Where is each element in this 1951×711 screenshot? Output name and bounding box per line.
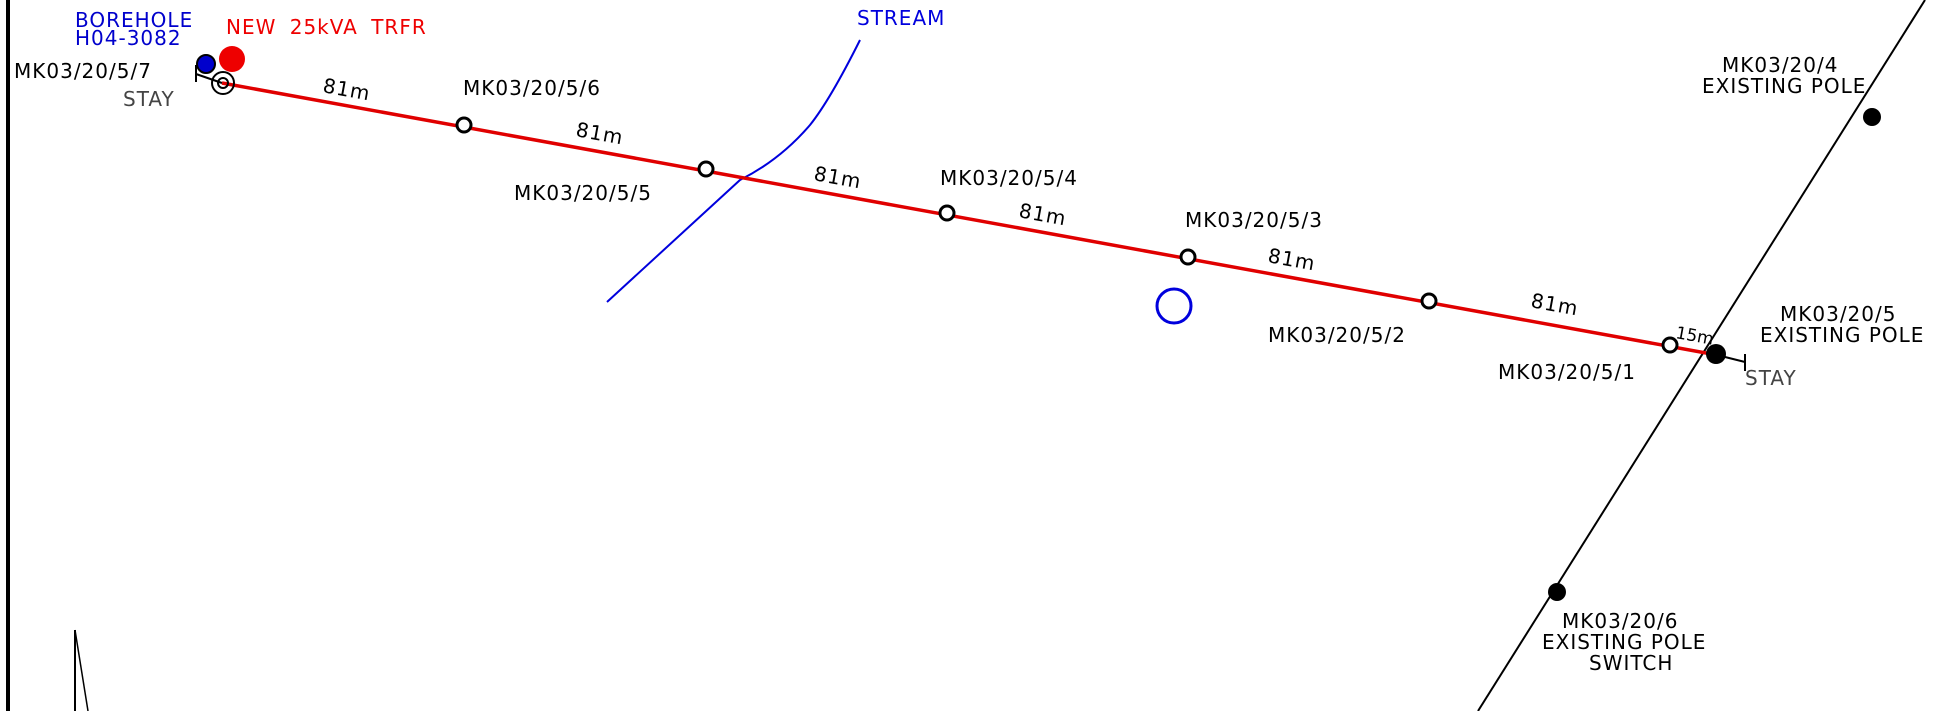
pole-5-marker: [697, 160, 715, 178]
existing-pole-4-label-1: MK03/20/4: [1722, 53, 1838, 77]
pole-3-label: MK03/20/5/3: [1185, 208, 1323, 232]
pole-7-label: MK03/20/5/7: [14, 59, 152, 83]
pole-6-label: MK03/20/5/6: [463, 76, 601, 100]
borehole-icon: [196, 54, 216, 74]
stream-line: [606, 39, 861, 303]
existing-pole-4-marker: [1863, 108, 1881, 126]
span-label-6: 81m: [1529, 288, 1580, 320]
pole-5-label: MK03/20/5/5: [514, 181, 652, 205]
existing-pole-4-label-2: EXISTING POLE: [1702, 74, 1866, 98]
existing-pole-6-label-1: MK03/20/6: [1562, 609, 1678, 633]
existing-pole-6-label-3: SWITCH: [1589, 651, 1673, 675]
existing-pole-6-marker: [1548, 583, 1566, 601]
existing-pole-5-label-2: EXISTING POLE: [1760, 323, 1924, 347]
span-label-5: 81m: [1266, 243, 1317, 275]
pole-2-marker: [1420, 292, 1438, 310]
stream-label: STREAM: [857, 6, 945, 30]
pole-1-marker: [1661, 336, 1679, 354]
span-label-2: 81m: [574, 117, 625, 149]
existing-pole-5-label-1: MK03/20/5: [1780, 302, 1896, 326]
stay-left-label: STAY: [123, 87, 175, 111]
pole-7-marker: [211, 71, 235, 95]
span-label-3: 81m: [812, 161, 863, 193]
stay-right-label: STAY: [1745, 366, 1797, 390]
north-arrow-head: [74, 629, 89, 711]
pole-1-label: MK03/20/5/1: [1498, 360, 1636, 384]
borehole-label-2: H04-3082: [75, 26, 182, 50]
new-distribution-line: [221, 81, 1718, 357]
existing-pole-6-label-2: EXISTING POLE: [1542, 630, 1706, 654]
pole-6-marker: [455, 116, 473, 134]
pole-4-label: MK03/20/5/4: [940, 166, 1078, 190]
pole-2-label: MK03/20/5/2: [1268, 323, 1406, 347]
borehole-label-1: BOREHOLE: [75, 8, 193, 32]
pole-3-marker: [1179, 248, 1197, 266]
span-label-7: 15m: [1674, 323, 1715, 350]
existing-pole-5-marker: [1706, 344, 1726, 364]
transformer-label: NEW 25kVA TRFR: [226, 15, 427, 39]
existing-line: [1477, 0, 1926, 711]
span-label-4: 81m: [1017, 198, 1068, 230]
pole-4-marker: [938, 204, 956, 222]
blue-circle-marker: [1155, 287, 1193, 325]
transformer-icon: [219, 46, 245, 72]
